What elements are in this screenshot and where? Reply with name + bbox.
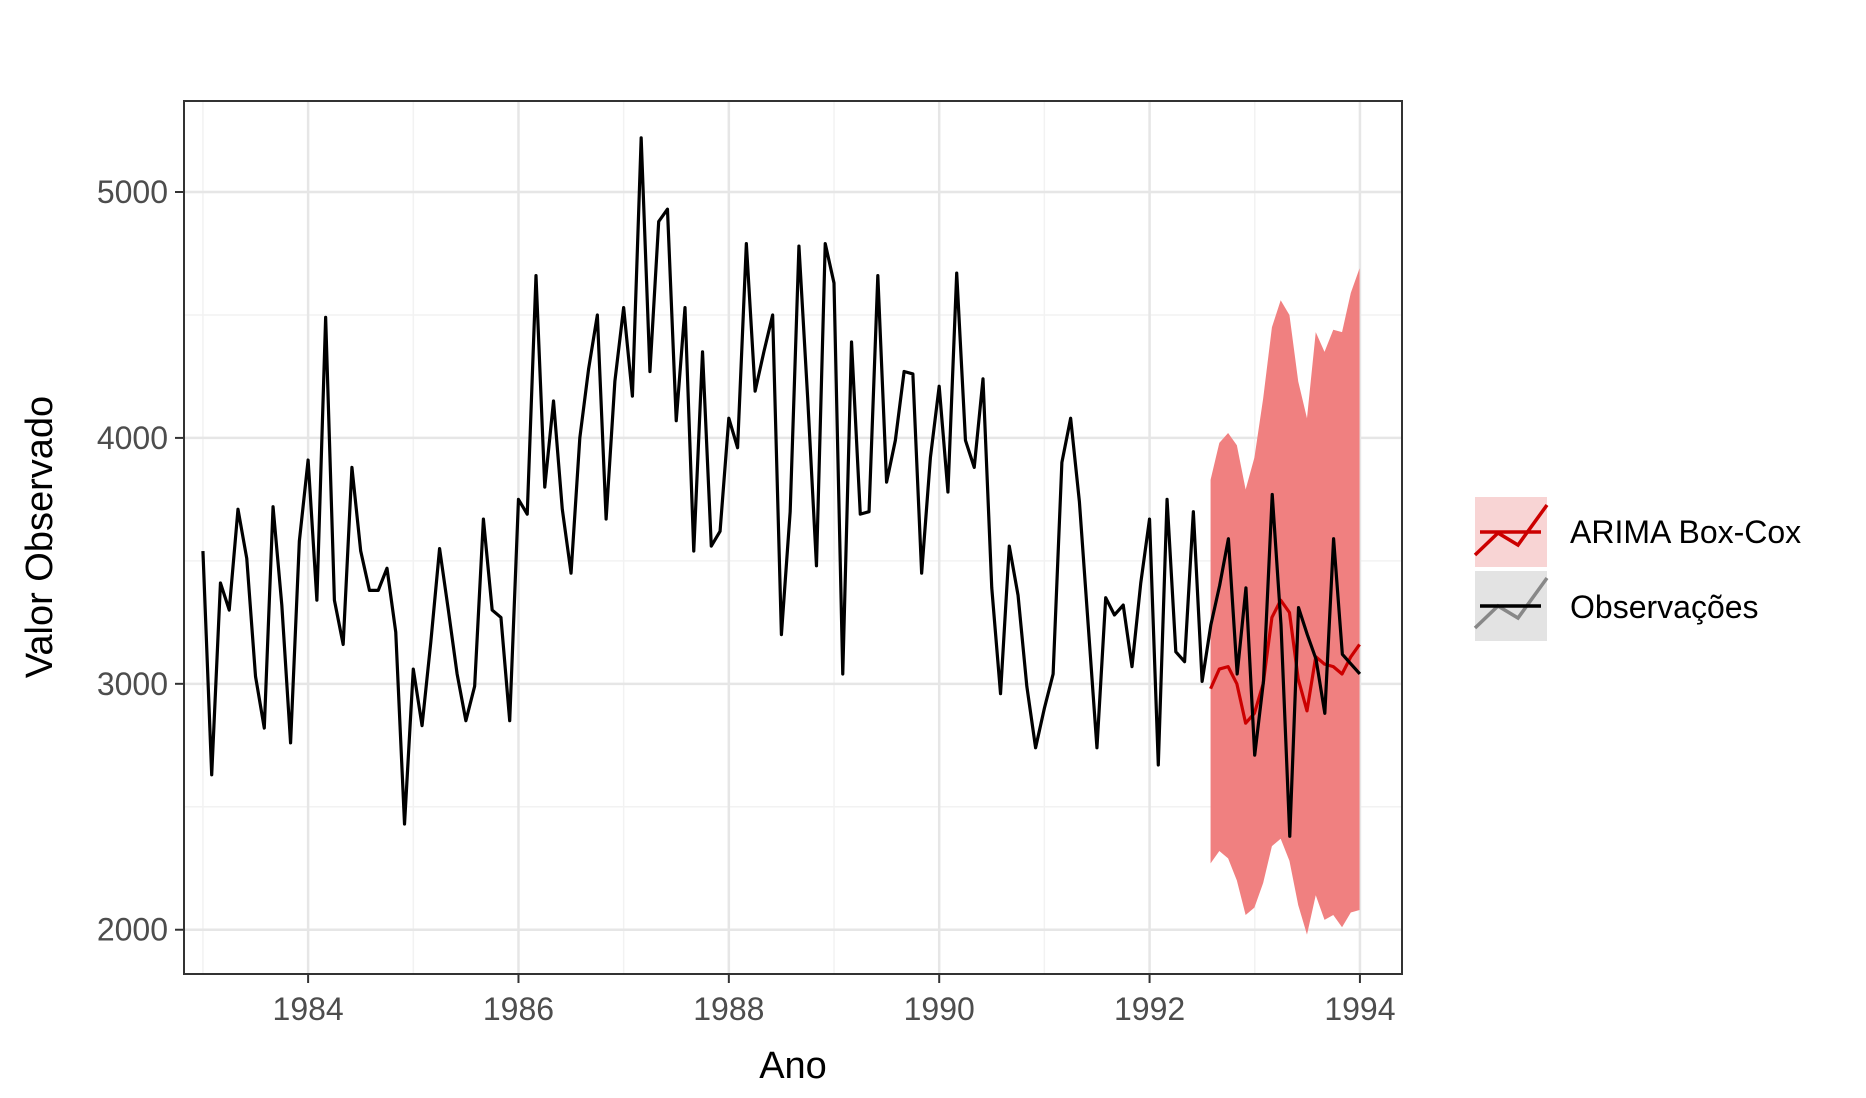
legend-key-forecast-line xyxy=(1473,503,1549,557)
forecast-interval-band xyxy=(1210,268,1360,935)
legend: ARIMA Box-Cox Observações xyxy=(1473,497,1801,641)
x-axis-title: Ano xyxy=(759,1045,827,1087)
series-line-arima-box-cox xyxy=(1209,598,1361,725)
panel-border xyxy=(183,100,1403,975)
legend-label-forecast: ARIMA Box-Cox xyxy=(1570,514,1801,550)
legend-item-forecast: ARIMA Box-Cox xyxy=(1473,497,1801,567)
line-layer xyxy=(201,136,1362,838)
x-axis: 1984 1986 1988 1990 1992 1994 xyxy=(273,974,1396,1027)
x-tick-label: 1986 xyxy=(483,991,554,1027)
y-tick-label: 5000 xyxy=(97,174,168,210)
series-line-observacoes xyxy=(201,136,1362,838)
forecast-band-layer xyxy=(1210,268,1360,935)
panel-background xyxy=(184,101,1402,974)
y-axis: 2000 3000 4000 5000 xyxy=(97,174,184,948)
plot-panel xyxy=(183,100,1403,975)
legend-label-observed: Observações xyxy=(1570,589,1759,625)
legend-key-observed-diagonal xyxy=(1473,576,1549,630)
x-tick-label: 1984 xyxy=(273,991,344,1027)
x-tick-label: 1994 xyxy=(1324,991,1395,1027)
y-tick-label: 3000 xyxy=(97,666,168,702)
x-tick-label: 1990 xyxy=(904,991,975,1027)
x-tick-label: 1992 xyxy=(1114,991,1185,1027)
legend-item-observed: Observações xyxy=(1473,571,1759,641)
y-tick-label: 2000 xyxy=(97,912,168,948)
y-tick-label: 4000 xyxy=(97,420,168,456)
y-axis-title: Valor Observado xyxy=(19,396,61,678)
minor-gridlines xyxy=(184,101,1402,974)
x-tick-label: 1988 xyxy=(693,991,764,1027)
